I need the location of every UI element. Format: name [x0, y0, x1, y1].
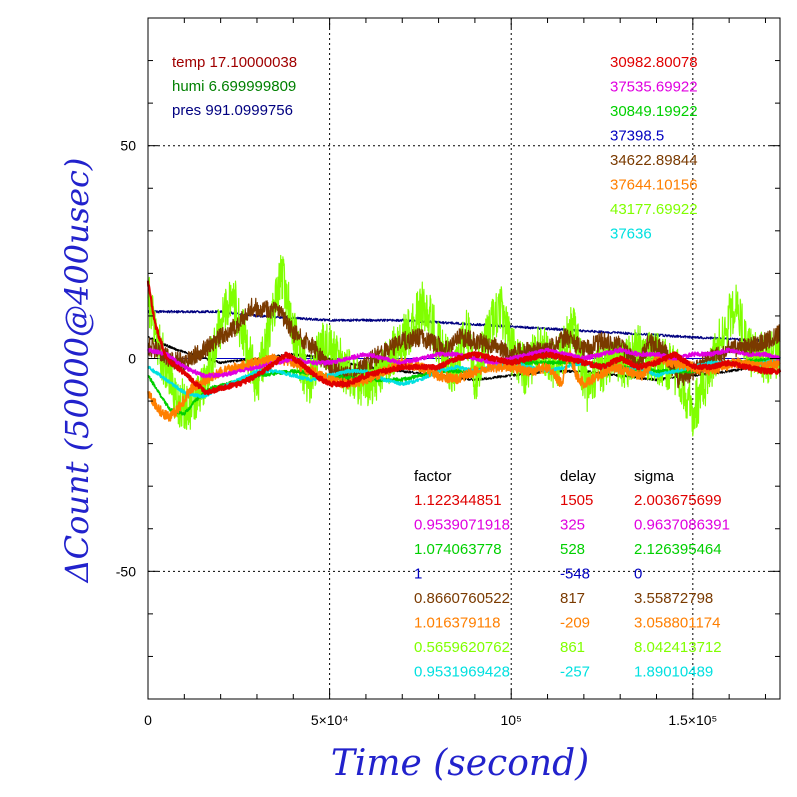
- x-tick-label: 10⁵: [501, 712, 522, 728]
- plot-series: [146, 254, 782, 437]
- env-label: temp 17.10000038: [172, 54, 297, 71]
- table-cell-delay: 1505: [560, 492, 593, 509]
- header-value: 43177.69922: [610, 201, 698, 218]
- x-tick-label: 1.5×10⁵: [668, 712, 717, 728]
- table-cell-delay: 861: [560, 639, 585, 656]
- env-label: humi 6.699999809: [172, 78, 296, 95]
- y-tick-label: -50: [116, 563, 136, 579]
- table-cell-sigma: 0: [634, 566, 642, 583]
- table-header: delay: [560, 468, 596, 485]
- table-cell-delay: -548: [560, 566, 590, 583]
- series-line: [146, 280, 782, 396]
- table-cell-sigma: 2.126395464: [634, 541, 722, 558]
- table-cell-factor: 1.074063778: [414, 541, 502, 558]
- header-value: 37398.5: [610, 128, 664, 145]
- header-values: 30982.80078 37535.69922 30849.19922 37398.5…: [610, 54, 698, 243]
- header-value: 37535.69922: [610, 79, 698, 96]
- stats-table: factor delay sigma 1.122344851 1505 2.0036756…: [414, 468, 730, 681]
- header-value: 37644.10156: [610, 177, 698, 194]
- table-cell-factor: 0.9539071918: [414, 517, 510, 534]
- table-cell-sigma: 2.003675699: [634, 492, 722, 509]
- table-header: factor: [414, 468, 452, 485]
- y-axis-title: ΔCount (50000@400usec): [58, 158, 96, 585]
- table-cell-factor: 0.8660760522: [414, 590, 510, 607]
- table-cell-factor: 1.122344851: [414, 492, 502, 509]
- series-line: [147, 350, 781, 422]
- table-cell-factor: 1.016379118: [414, 615, 500, 632]
- x-tick-label: 5×10⁴: [311, 712, 349, 728]
- table-cell-delay: -257: [560, 664, 590, 681]
- header-value: 34622.89844: [610, 152, 698, 169]
- x-tick-label: 0: [144, 712, 152, 728]
- table-cell-sigma: 0.9637086391: [634, 517, 730, 534]
- table-cell-factor: 0.9531969428: [414, 664, 510, 681]
- table-cell-delay: -209: [560, 615, 590, 632]
- table-cell-delay: 528: [560, 541, 585, 558]
- table-cell-delay: 325: [560, 517, 585, 534]
- table-cell-factor: 0.5659620762: [414, 639, 510, 656]
- env-legend: temp 17.10000038 humi 6.699999809 pres 991…: [172, 54, 297, 119]
- table-cell-sigma: 3.55872798: [634, 590, 713, 607]
- axis-ticks: 0 5×10⁴ 10⁵ 1.5×10⁵ -50 0 50: [116, 17, 780, 728]
- y-tick-label: 50: [120, 138, 136, 154]
- table-cell-delay: 817: [560, 590, 585, 607]
- table-cell-sigma: 3.058801174: [634, 615, 720, 632]
- table-cell-sigma: 8.042413712: [634, 639, 722, 656]
- header-value: 30849.19922: [610, 103, 698, 120]
- header-value: 37636: [610, 226, 652, 243]
- y-tick-label: 0: [128, 351, 136, 367]
- table-cell-factor: 1: [414, 566, 422, 583]
- env-label: pres 991.0999756: [172, 102, 293, 119]
- x-axis-title: Time (second): [331, 743, 589, 784]
- table-cell-sigma: 1.89010489: [634, 664, 713, 681]
- header-value: 30982.80078: [610, 54, 698, 71]
- series-line: [147, 356, 781, 399]
- table-header: sigma: [634, 468, 675, 485]
